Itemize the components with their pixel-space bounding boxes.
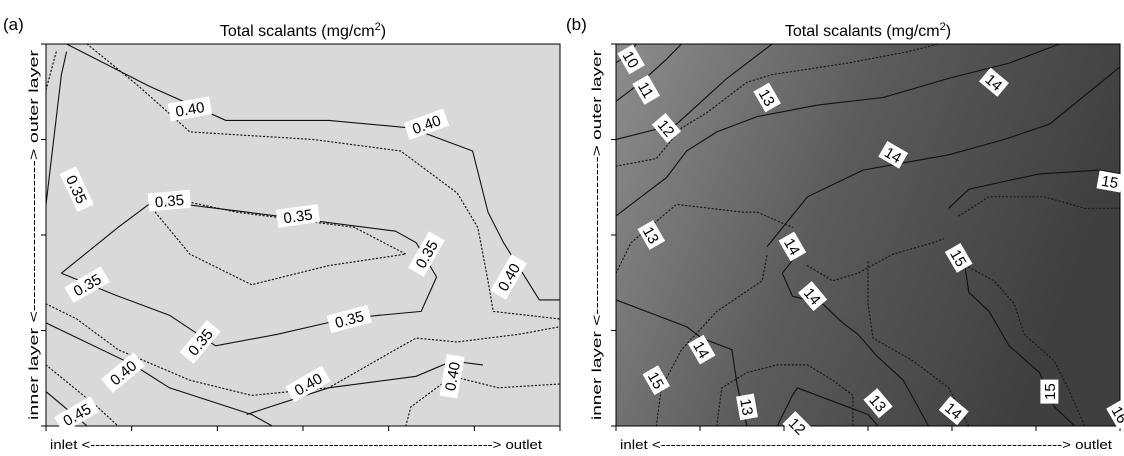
y-axis-label: inner layer <-------------------------> …: [589, 49, 604, 420]
contour-line-dotted: [46, 364, 119, 426]
contour-label: 15: [944, 243, 973, 273]
contour-line-dotted: [46, 51, 57, 91]
contour-label: 0.40: [167, 96, 213, 122]
contour-label: 13: [637, 220, 666, 250]
contour-label-text: 0.35: [154, 192, 185, 211]
contour-label: 11: [632, 74, 660, 105]
contour-line-dotted: [616, 44, 940, 167]
contour-label: 0.40: [439, 354, 465, 399]
contour-line-solid: [616, 44, 1060, 217]
panel-label: (a): [3, 15, 24, 34]
contour-line-dotted: [716, 364, 854, 426]
contour-label-text: 11: [634, 79, 657, 101]
contour-label: 12: [651, 113, 682, 143]
contour-label-text: 10: [619, 48, 642, 71]
contour-line-dotted: [958, 196, 1120, 217]
contour-label: 14: [797, 281, 828, 312]
contour-label: 14: [938, 396, 969, 426]
contour-line-solid: [766, 66, 1120, 247]
contour-line-solid: [776, 387, 879, 426]
x-axis-label: inlet <---------------------------------…: [620, 437, 1112, 452]
chart-title: Total scalants (mg/cm2): [785, 21, 951, 40]
contour-line-dotted: [867, 261, 970, 426]
contour-label-text: 0.40: [174, 99, 206, 121]
contour-line-solid: [46, 322, 273, 426]
contour-label: 14: [778, 231, 807, 262]
contour-label: 15: [1040, 379, 1059, 404]
contour-line-solid: [963, 257, 1075, 426]
contour-line-dotted: [616, 203, 793, 274]
contour-line-dotted: [806, 238, 945, 282]
contour-label-text: 14: [881, 144, 904, 167]
contour-label-text: 15: [1100, 173, 1119, 193]
contour-label-text: 15: [644, 369, 667, 392]
contour-line-solid: [781, 246, 929, 426]
contour-label: 13: [863, 388, 893, 419]
contour-label: 15: [642, 365, 671, 396]
contour-label-text: 13: [755, 87, 778, 110]
contour-label-text: 0.40: [442, 361, 464, 393]
chart-title: Total scalants (mg/cm2): [220, 21, 386, 40]
x-axis-label: inlet <---------------------------------…: [50, 437, 542, 452]
contour-label-text: 0.35: [282, 206, 313, 227]
plot-area: [616, 44, 1120, 426]
contour-label-text: 13: [736, 397, 756, 416]
contour-label: 14: [687, 334, 716, 365]
contour-label: 13: [753, 82, 781, 113]
contour-line-dotted: [405, 375, 560, 426]
contour-label: 14: [979, 67, 1009, 97]
y-axis-label: inner layer <-----------------------> ou…: [26, 49, 41, 420]
contour-line-solid: [948, 169, 1120, 209]
contour-label-text: 14: [689, 339, 712, 362]
contour-line-dotted: [46, 303, 560, 397]
contour-label-text: 14: [780, 236, 803, 259]
contour-label-text: 15: [946, 247, 969, 270]
contour-label: 13: [736, 393, 758, 421]
contour-label: 0.35: [147, 189, 192, 212]
contour-line-dotted: [958, 261, 1086, 426]
contour-label: 10: [617, 44, 645, 75]
contour-label-text: 13: [639, 224, 662, 247]
contour-label: 15: [1096, 170, 1124, 193]
contour-label: 0.35: [326, 304, 372, 334]
panel-a: 0.400.350.400.350.350.350.400.350.350.35…: [3, 15, 561, 452]
contour-line-dotted: [655, 253, 768, 426]
panel-label: (b): [566, 15, 587, 34]
contour-line-solid: [616, 44, 682, 102]
contour-label-text: 15: [1042, 383, 1059, 400]
contour-label-text: 0.35: [333, 308, 366, 332]
contour-line-solid: [46, 51, 68, 205]
contour-label: 0.35: [275, 204, 320, 228]
contour-label: 12: [782, 411, 813, 441]
contour-label: 14: [878, 141, 909, 169]
